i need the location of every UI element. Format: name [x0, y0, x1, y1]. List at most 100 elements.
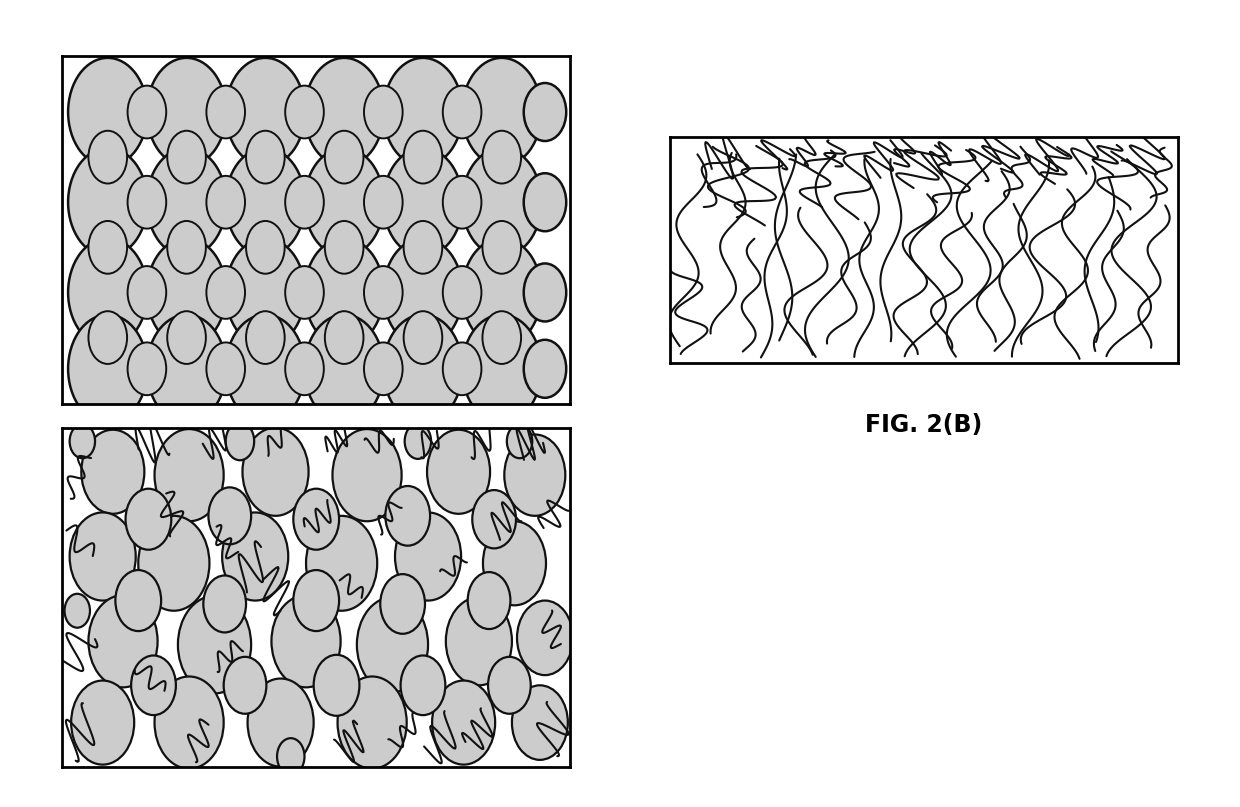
- Ellipse shape: [325, 221, 363, 274]
- Ellipse shape: [383, 58, 463, 166]
- Ellipse shape: [167, 131, 206, 183]
- Ellipse shape: [223, 657, 267, 713]
- Ellipse shape: [177, 596, 252, 693]
- Ellipse shape: [463, 148, 542, 257]
- Ellipse shape: [396, 512, 461, 600]
- Ellipse shape: [128, 266, 166, 319]
- Ellipse shape: [482, 521, 546, 605]
- Ellipse shape: [68, 315, 148, 423]
- Ellipse shape: [146, 238, 226, 346]
- Ellipse shape: [155, 429, 223, 521]
- Ellipse shape: [523, 174, 567, 232]
- Ellipse shape: [467, 572, 511, 629]
- Ellipse shape: [226, 148, 305, 257]
- Ellipse shape: [206, 266, 246, 319]
- Ellipse shape: [383, 148, 463, 257]
- Ellipse shape: [325, 312, 363, 364]
- Ellipse shape: [88, 312, 126, 364]
- Ellipse shape: [325, 131, 363, 183]
- Ellipse shape: [167, 312, 206, 364]
- Ellipse shape: [489, 657, 531, 713]
- Ellipse shape: [88, 221, 126, 274]
- Ellipse shape: [383, 238, 463, 346]
- Ellipse shape: [517, 600, 573, 675]
- Ellipse shape: [64, 594, 91, 628]
- Ellipse shape: [69, 512, 135, 600]
- Ellipse shape: [246, 131, 285, 183]
- Ellipse shape: [443, 342, 481, 395]
- Ellipse shape: [285, 176, 324, 228]
- Ellipse shape: [285, 86, 324, 138]
- Ellipse shape: [68, 58, 148, 166]
- Ellipse shape: [248, 679, 314, 767]
- Ellipse shape: [155, 676, 223, 769]
- Ellipse shape: [128, 176, 166, 228]
- Ellipse shape: [246, 312, 285, 364]
- Ellipse shape: [443, 266, 481, 319]
- Ellipse shape: [404, 312, 443, 364]
- Ellipse shape: [88, 595, 157, 688]
- Ellipse shape: [294, 570, 339, 631]
- Ellipse shape: [381, 574, 425, 633]
- Ellipse shape: [226, 315, 305, 423]
- Ellipse shape: [305, 315, 384, 423]
- Ellipse shape: [357, 597, 428, 692]
- Ellipse shape: [427, 430, 490, 514]
- Ellipse shape: [203, 575, 246, 633]
- Ellipse shape: [206, 342, 246, 395]
- Ellipse shape: [305, 238, 384, 346]
- Ellipse shape: [146, 148, 226, 257]
- Ellipse shape: [401, 655, 445, 715]
- Ellipse shape: [365, 176, 403, 228]
- Ellipse shape: [507, 424, 532, 458]
- Ellipse shape: [88, 131, 126, 183]
- Ellipse shape: [306, 516, 377, 611]
- Ellipse shape: [69, 424, 95, 458]
- Ellipse shape: [68, 148, 148, 257]
- Ellipse shape: [226, 422, 254, 460]
- Ellipse shape: [443, 176, 481, 228]
- Ellipse shape: [463, 58, 542, 166]
- Ellipse shape: [243, 428, 309, 516]
- Ellipse shape: [314, 654, 360, 716]
- Ellipse shape: [131, 655, 176, 715]
- Ellipse shape: [463, 238, 542, 346]
- Ellipse shape: [128, 86, 166, 138]
- Ellipse shape: [285, 342, 324, 395]
- Text: FIG. 2(A): FIG. 2(A): [258, 452, 374, 476]
- Ellipse shape: [82, 430, 144, 514]
- Ellipse shape: [125, 489, 171, 550]
- Ellipse shape: [272, 595, 341, 688]
- Ellipse shape: [365, 86, 403, 138]
- Ellipse shape: [505, 434, 565, 516]
- Ellipse shape: [523, 340, 567, 398]
- Ellipse shape: [305, 148, 384, 257]
- Ellipse shape: [206, 86, 246, 138]
- Ellipse shape: [115, 570, 161, 631]
- Ellipse shape: [128, 342, 166, 395]
- Ellipse shape: [277, 738, 305, 775]
- Ellipse shape: [206, 176, 246, 228]
- Ellipse shape: [305, 58, 384, 166]
- Ellipse shape: [404, 221, 443, 274]
- Ellipse shape: [523, 83, 567, 141]
- Ellipse shape: [482, 221, 521, 274]
- Ellipse shape: [208, 487, 252, 544]
- Ellipse shape: [404, 131, 443, 183]
- Ellipse shape: [337, 676, 407, 769]
- Ellipse shape: [294, 489, 339, 550]
- Ellipse shape: [146, 58, 226, 166]
- Ellipse shape: [472, 490, 516, 549]
- Ellipse shape: [446, 597, 512, 685]
- Ellipse shape: [463, 315, 542, 423]
- Ellipse shape: [383, 315, 463, 423]
- Ellipse shape: [365, 266, 403, 319]
- Ellipse shape: [139, 516, 210, 611]
- Ellipse shape: [226, 238, 305, 346]
- Ellipse shape: [146, 315, 226, 423]
- Ellipse shape: [246, 221, 285, 274]
- Ellipse shape: [482, 312, 521, 364]
- Ellipse shape: [432, 680, 495, 764]
- Ellipse shape: [332, 429, 402, 521]
- Ellipse shape: [71, 680, 134, 764]
